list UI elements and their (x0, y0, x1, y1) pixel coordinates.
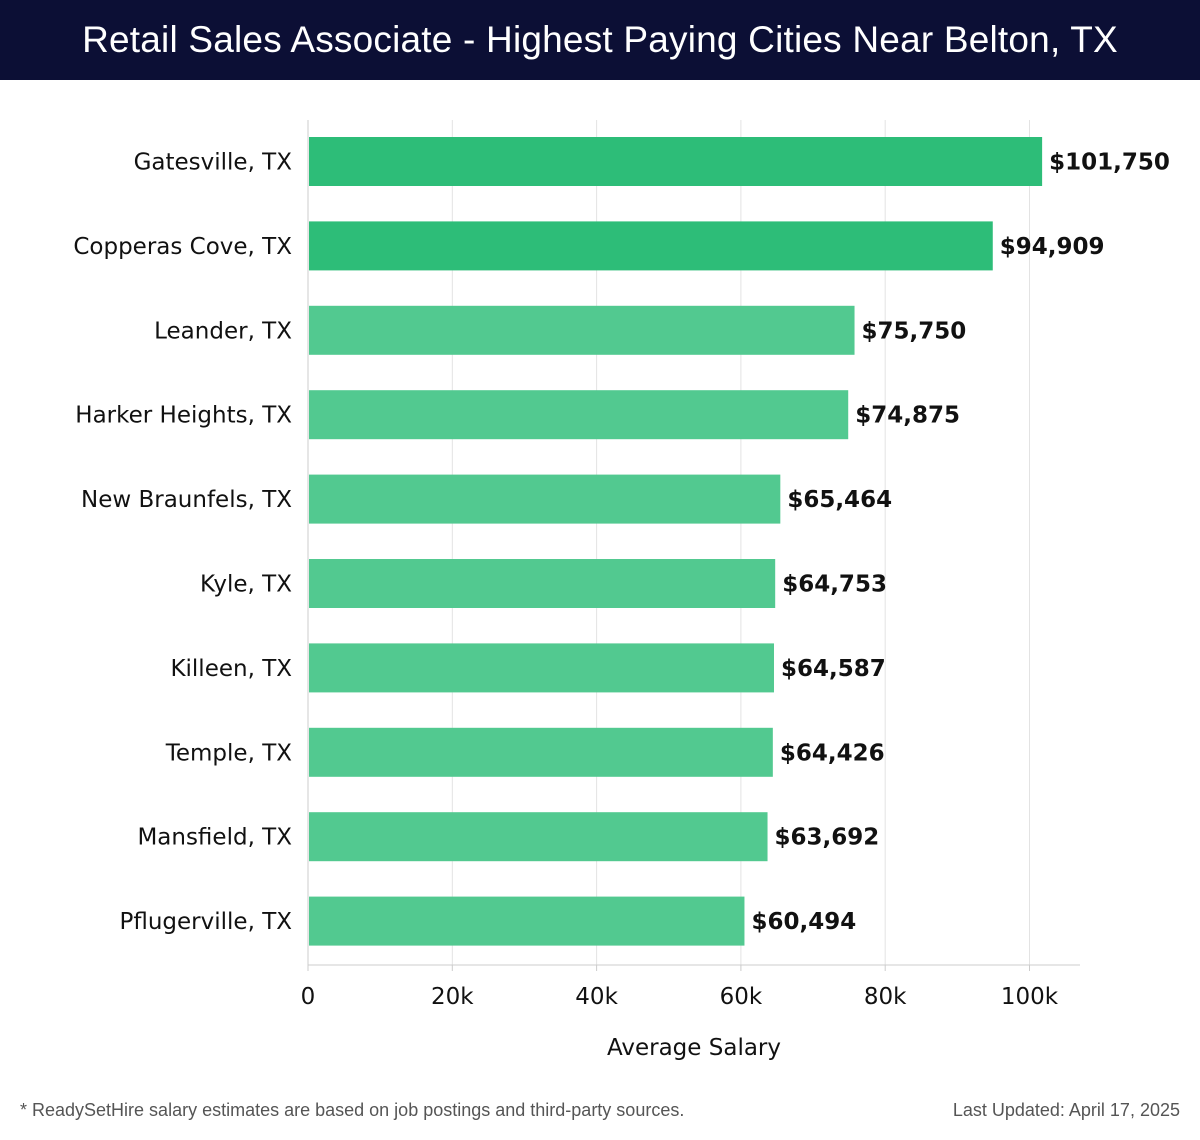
x-tick-label: 40k (575, 984, 618, 1010)
x-axis: 0 20k 40k 60k 80k 100k (301, 120, 1080, 1010)
category-label: New Braunfels, TX (81, 487, 292, 513)
category-label: Harker Heights, TX (75, 403, 292, 429)
category-label: Gatesville, TX (134, 150, 293, 176)
bar (309, 896, 745, 946)
value-label: $75,750 (862, 318, 967, 344)
category-label: Copperas Cove, TX (73, 234, 292, 260)
x-tick-label: 0 (301, 984, 316, 1010)
category-label: Kyle, TX (200, 572, 292, 598)
bar-chart: $101,750 $94,909 $75,750 $74,875 $65,464 $64,… (73, 120, 1170, 1061)
category-label: Killeen, TX (170, 656, 292, 682)
value-label: $101,750 (1049, 150, 1170, 176)
footnote: * ReadySetHire salary estimates are base… (20, 1100, 685, 1120)
bar (309, 221, 993, 271)
category-label: Pflugerville, TX (120, 909, 293, 935)
bar (309, 137, 1043, 186)
last-updated: Last Updated: April 17, 2025 (952, 1100, 1180, 1120)
value-label: $63,692 (775, 825, 880, 851)
category-labels: Gatesville, TX Copperas Cove, TX Leander, … (73, 150, 292, 936)
value-label: $60,494 (751, 909, 856, 935)
chart-title: Retail Sales Associate - Highest Paying … (82, 19, 1118, 60)
value-label: $94,909 (1000, 234, 1105, 260)
value-label: $64,753 (782, 572, 887, 598)
bar (309, 812, 768, 862)
bar (309, 390, 849, 440)
category-label: Leander, TX (154, 318, 292, 344)
bar (309, 643, 774, 693)
category-label: Mansfield, TX (137, 825, 292, 851)
x-axis-title: Average Salary (607, 1035, 781, 1061)
bars: $101,750 $94,909 $75,750 $74,875 $65,464 $64,… (309, 137, 1170, 946)
value-label: $64,426 (780, 740, 885, 766)
value-label: $74,875 (855, 403, 960, 429)
x-tick-label: 100k (1001, 984, 1059, 1010)
category-label: Temple, TX (165, 740, 293, 766)
x-tick-label: 80k (864, 984, 907, 1010)
value-label: $64,587 (781, 656, 886, 682)
bar (309, 474, 781, 524)
bar (309, 305, 855, 355)
chart-header: Retail Sales Associate - Highest Paying … (0, 0, 1200, 80)
x-tick-label: 60k (720, 984, 763, 1010)
value-label: $65,464 (787, 487, 892, 513)
bar (309, 559, 776, 608)
x-tick-label: 20k (431, 984, 474, 1010)
bar (309, 727, 773, 777)
